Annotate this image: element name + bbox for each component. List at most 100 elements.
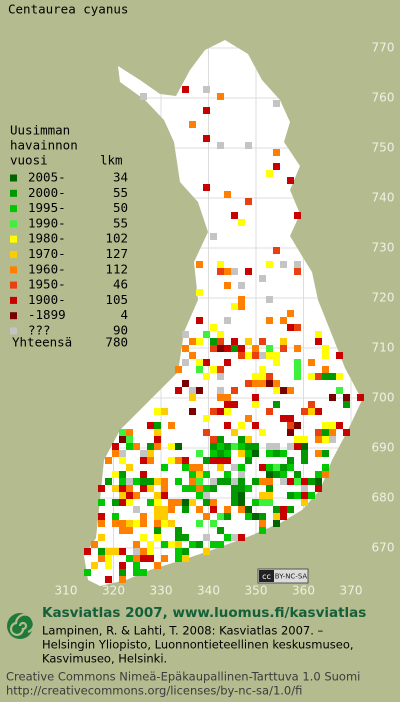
- legend-label: 2005-: [28, 170, 66, 185]
- legend-count: 112: [105, 261, 128, 276]
- observation-square: [259, 380, 266, 387]
- observation-square: [224, 478, 231, 485]
- observation-square: [287, 387, 294, 394]
- observation-square: [259, 338, 266, 345]
- observation-square: [231, 429, 238, 436]
- observation-square: [245, 352, 252, 359]
- observation-square: [252, 499, 259, 506]
- easting-label: 350: [245, 584, 268, 598]
- legend-label: 1995-: [28, 200, 66, 215]
- legend-count: 90: [113, 323, 128, 338]
- observation-square: [119, 576, 126, 583]
- easting-label: 320: [102, 584, 125, 598]
- observation-square: [182, 457, 189, 464]
- observation-square: [315, 478, 322, 485]
- observation-square: [315, 408, 322, 415]
- observation-square: [140, 548, 147, 555]
- observation-square: [266, 408, 273, 415]
- observation-square: [210, 408, 217, 415]
- observation-square: [182, 485, 189, 492]
- observation-square: [287, 422, 294, 429]
- observation-square: [189, 464, 196, 471]
- observation-square: [329, 429, 336, 436]
- observation-square: [203, 499, 210, 506]
- observation-square: [301, 499, 308, 506]
- observation-square: [189, 352, 196, 359]
- observation-square: [259, 373, 266, 380]
- legend-label: 1900-: [28, 292, 66, 307]
- observation-square: [98, 548, 105, 555]
- observation-square: [231, 485, 238, 492]
- observation-square: [154, 499, 161, 506]
- observation-square: [273, 387, 280, 394]
- observation-square: [119, 471, 126, 478]
- observation-square: [154, 527, 161, 534]
- easting-label: 310: [55, 584, 78, 598]
- observation-square: [245, 443, 252, 450]
- observation-square: [231, 492, 238, 499]
- observation-square: [119, 527, 126, 534]
- easting-label: 340: [197, 584, 220, 598]
- observation-square: [154, 408, 161, 415]
- observation-square: [126, 436, 133, 443]
- legend-swatch: [10, 312, 17, 320]
- observation-square: [238, 464, 245, 471]
- observation-square: [287, 506, 294, 513]
- observation-square: [273, 471, 280, 478]
- observation-square: [217, 338, 224, 345]
- observation-square: [280, 317, 287, 324]
- observation-square: [266, 317, 273, 324]
- observation-square: [266, 443, 273, 450]
- observation-square: [196, 359, 203, 366]
- observation-square: [259, 499, 266, 506]
- observation-square: [266, 492, 273, 499]
- observation-square: [273, 163, 280, 170]
- observation-square: [161, 464, 168, 471]
- observation-square: [287, 310, 294, 317]
- legend-swatch: [10, 235, 17, 243]
- legend-heading: Uusimman: [10, 123, 70, 138]
- observation-square: [266, 380, 273, 387]
- badge-text: BY-NC-SA: [275, 573, 308, 581]
- observation-square: [287, 464, 294, 471]
- observation-square: [189, 394, 196, 401]
- observation-square: [245, 380, 252, 387]
- observation-square: [147, 450, 154, 457]
- observation-square: [154, 506, 161, 513]
- northing-label: 710: [372, 341, 395, 355]
- observation-square: [112, 520, 119, 527]
- observation-square: [98, 534, 105, 541]
- observation-square: [168, 520, 175, 527]
- logo-spiral: [9, 613, 36, 636]
- observation-square: [308, 373, 315, 380]
- observation-square: [266, 464, 273, 471]
- legend-label: ???: [28, 323, 51, 338]
- observation-square: [189, 121, 196, 128]
- observation-square: [175, 478, 182, 485]
- observation-square: [252, 443, 259, 450]
- observation-square: [168, 506, 175, 513]
- observation-square: [315, 471, 322, 478]
- legend-label: 1990-: [28, 215, 66, 230]
- observation-square: [161, 408, 168, 415]
- observation-square: [133, 443, 140, 450]
- observation-square: [119, 548, 126, 555]
- observation-square: [273, 520, 280, 527]
- observation-square: [294, 492, 301, 499]
- observation-square: [252, 380, 259, 387]
- observation-square: [203, 513, 210, 520]
- legend-count: 105: [105, 292, 128, 307]
- observation-square: [273, 401, 280, 408]
- observation-square: [245, 513, 252, 520]
- observation-square: [196, 317, 203, 324]
- easting-label: 360: [292, 584, 315, 598]
- observation-square: [266, 352, 273, 359]
- observation-square: [182, 534, 189, 541]
- observation-square: [147, 541, 154, 548]
- observation-square: [133, 555, 140, 562]
- observation-square: [203, 485, 210, 492]
- observation-square: [119, 436, 126, 443]
- observation-square: [280, 464, 287, 471]
- observation-square: [217, 142, 224, 149]
